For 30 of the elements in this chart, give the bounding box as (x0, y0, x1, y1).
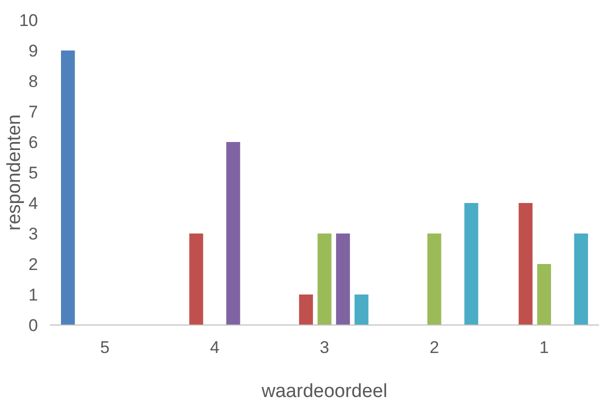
bar (574, 234, 588, 325)
x-tick-label: 2 (430, 338, 440, 357)
y-tick-label: 5 (28, 163, 38, 182)
y-tick-label: 7 (28, 102, 38, 122)
bar (336, 234, 350, 325)
y-tick-label: 0 (28, 316, 38, 335)
y-tick-label: 10 (19, 10, 38, 30)
bar (60, 50, 75, 325)
bar (518, 203, 533, 325)
y-tick-label: 2 (28, 254, 38, 274)
bar (354, 294, 368, 325)
x-tick-label: 4 (210, 338, 220, 357)
x-tick-label: 3 (320, 338, 330, 357)
y-tick-label: 1 (28, 285, 38, 304)
y-axis-title: respondenten (4, 114, 25, 231)
bar (299, 294, 313, 325)
bar (464, 203, 478, 325)
bar (537, 264, 552, 325)
x-tick-label: 5 (100, 338, 110, 357)
bar (427, 234, 442, 325)
bar (318, 234, 332, 325)
y-tick-label: 8 (28, 72, 38, 91)
x-tick-label: 1 (539, 338, 549, 357)
x-axis-title: waardeoordeel (260, 381, 388, 402)
bar (226, 142, 240, 325)
y-tick-label: 3 (28, 224, 38, 244)
y-tick-label: 9 (28, 41, 38, 60)
bar (189, 234, 204, 325)
y-tick-label: 6 (28, 132, 38, 152)
y-tick-label: 4 (28, 194, 38, 213)
